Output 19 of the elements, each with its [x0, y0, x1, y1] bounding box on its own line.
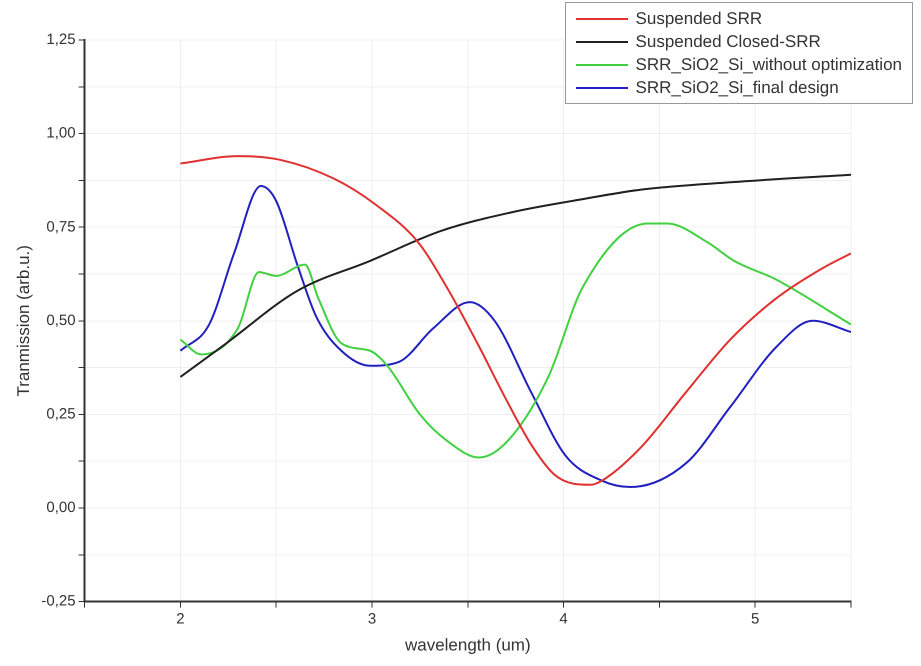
y-tick-label: 0,00 — [46, 499, 76, 516]
legend-label: SRR_SiO2_Si_final design — [636, 77, 839, 99]
y-tick-label: 0,50 — [46, 312, 76, 329]
y-tick-label: -0,25 — [41, 592, 76, 610]
x-tick-label: 5 — [751, 610, 760, 628]
y-axis-title: Tranmission (arb.u.) — [14, 245, 33, 397]
x-tick-label: 3 — [368, 610, 376, 628]
x-axis-title: wavelength (um) — [404, 635, 531, 654]
y-tick-label: 0,25 — [46, 406, 76, 423]
line-series — [179, 174, 851, 378]
line-series — [179, 222, 851, 458]
y-tick-label: 1,25 — [46, 31, 76, 48]
legend-label: SRR_SiO2_Si_without optimization — [636, 54, 902, 76]
x-tick-label: 2 — [176, 610, 185, 628]
legend-label: Suspended SRR — [636, 8, 762, 30]
y-tick-label: 0,75 — [46, 218, 76, 236]
y-tick-label: 1,00 — [46, 124, 76, 142]
legend-label: Suspended Closed-SRR — [636, 31, 821, 53]
x-tick-label: 4 — [559, 610, 568, 628]
